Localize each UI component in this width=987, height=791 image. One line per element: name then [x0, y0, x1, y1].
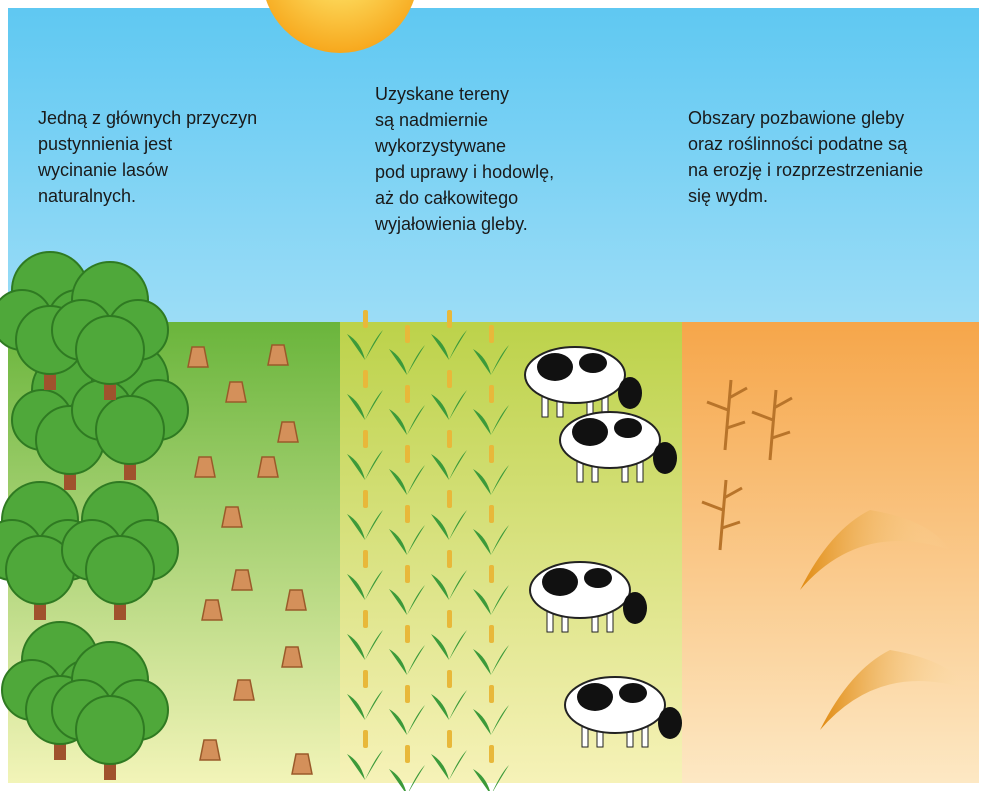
stump: [195, 457, 215, 477]
head: [618, 377, 642, 409]
caption-line: Uzyskane tereny: [375, 84, 509, 104]
ear: [489, 385, 494, 403]
spot: [614, 418, 642, 438]
stump: [232, 570, 252, 590]
caption-line: wyjałowienia gleby.: [374, 214, 528, 234]
ear: [405, 745, 410, 763]
ear: [405, 565, 410, 583]
stump: [282, 647, 302, 667]
ear: [489, 505, 494, 523]
stump: [258, 457, 278, 477]
ear: [405, 625, 410, 643]
foliage: [76, 696, 144, 764]
caption-line: są nadmiernie: [375, 110, 488, 130]
caption-line: na erozję i rozprzestrzenianie: [688, 160, 923, 180]
body: [560, 412, 660, 468]
caption-line: aż do całkowitego: [375, 188, 518, 208]
ear: [405, 685, 410, 703]
ear: [447, 610, 452, 628]
stump: [268, 345, 288, 365]
ear: [405, 325, 410, 343]
ear: [447, 370, 452, 388]
ear: [363, 610, 368, 628]
ear: [447, 430, 452, 448]
stump: [202, 600, 222, 620]
spot: [577, 683, 613, 711]
foliage: [96, 396, 164, 464]
body: [530, 562, 630, 618]
ear: [363, 730, 368, 748]
foliage: [86, 536, 154, 604]
ear: [489, 325, 494, 343]
stump: [188, 347, 208, 367]
head: [658, 707, 682, 739]
stump: [200, 740, 220, 760]
caption-line: oraz roślinności podatne są: [688, 134, 908, 154]
caption-line: naturalnych.: [38, 186, 136, 206]
caption-line: wycinanie lasów: [37, 160, 169, 180]
ear: [489, 745, 494, 763]
illustration: Jedną z głównych przyczyn pustynnienia je…: [0, 0, 987, 791]
head: [653, 442, 677, 474]
caption-line: pustynnienia jest: [38, 134, 172, 154]
body: [565, 677, 665, 733]
ear: [489, 565, 494, 583]
ear: [405, 385, 410, 403]
ear: [363, 370, 368, 388]
caption-line: Obszary pozbawione gleby: [688, 108, 904, 128]
caption-line: Jedną z głównych przyczyn: [38, 108, 257, 128]
spot: [579, 353, 607, 373]
stump: [286, 590, 306, 610]
spot: [537, 353, 573, 381]
foliage: [76, 316, 144, 384]
ear: [447, 550, 452, 568]
body: [525, 347, 625, 403]
ear: [363, 430, 368, 448]
ear: [405, 505, 410, 523]
ear: [489, 625, 494, 643]
ear: [363, 490, 368, 508]
stump: [278, 422, 298, 442]
ear: [489, 445, 494, 463]
spot: [572, 418, 608, 446]
ear: [447, 310, 452, 328]
caption-line: się wydm.: [688, 186, 768, 206]
stump: [234, 680, 254, 700]
ear: [489, 685, 494, 703]
stump: [226, 382, 246, 402]
spot: [542, 568, 578, 596]
ear: [447, 730, 452, 748]
ear: [363, 670, 368, 688]
caption-line: wykorzystywane: [374, 136, 506, 156]
ear: [405, 445, 410, 463]
stump: [292, 754, 312, 774]
ear: [447, 490, 452, 508]
ear: [363, 310, 368, 328]
head: [623, 592, 647, 624]
caption-line: pod uprawy i hodowlę,: [375, 162, 554, 182]
stump: [222, 507, 242, 527]
spot: [584, 568, 612, 588]
spot: [619, 683, 647, 703]
ear: [447, 670, 452, 688]
ear: [363, 550, 368, 568]
